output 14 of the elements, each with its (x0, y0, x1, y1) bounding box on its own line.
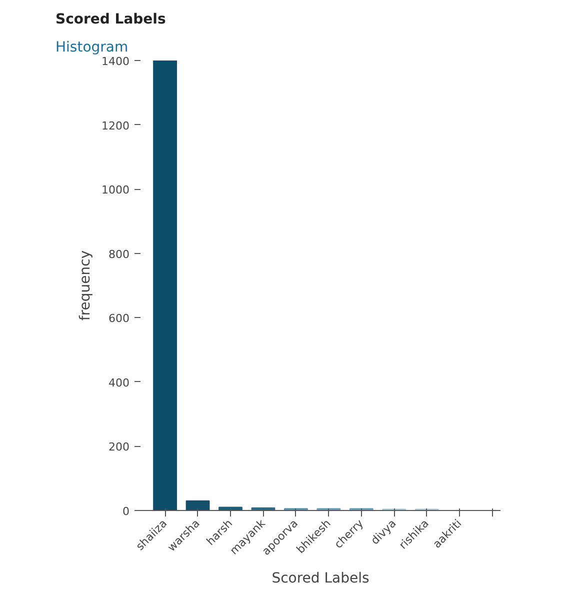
y-tick-label: 600 (108, 312, 130, 326)
y-tick-label: 400 (108, 376, 130, 390)
y-tick-label: 0 (122, 505, 130, 518)
chart-title: Scored Labels (56, 12, 166, 28)
y-tick-label: 1000 (102, 184, 130, 197)
y-axis-title: frequency (78, 250, 94, 321)
bar (153, 60, 177, 510)
y-tick-label: 200 (108, 440, 130, 454)
y-tick-label: 800 (108, 248, 130, 261)
x-axis-title: Scored Labels (272, 570, 370, 586)
y-tick-label: 1400 (102, 55, 130, 68)
chart-subtitle: Histogram (56, 40, 128, 56)
bar (186, 500, 210, 510)
y-tick-label: 1200 (102, 119, 130, 132)
